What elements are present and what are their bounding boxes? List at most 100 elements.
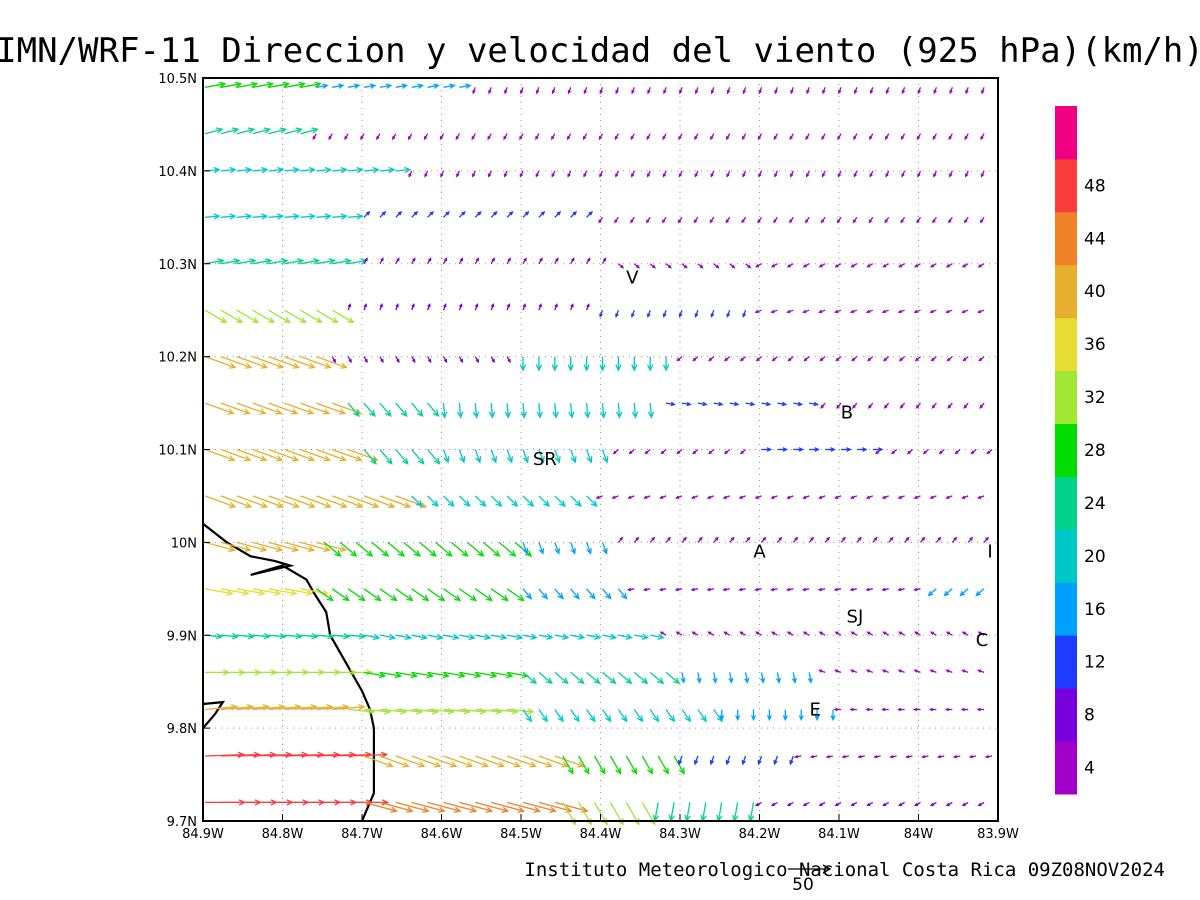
wind-vector-head [905,536,910,541]
wind-vector-head [558,500,566,508]
wind-vector-head [376,136,380,141]
wind-vector [865,707,873,712]
wind-vector-head [487,136,491,141]
wind-vector [204,495,237,509]
wind-vector-head [382,550,390,557]
wind-vector-head [797,401,804,407]
wind-vector [379,633,397,641]
wind-vector-head [755,631,760,635]
wind-vector-head [429,550,437,557]
wind-vector [818,631,826,636]
wind-vector [252,81,275,88]
wind-vector [739,449,747,455]
wind-vector-head [794,536,799,541]
wind-vector-head [929,309,934,314]
wind-vector [204,588,234,596]
wind-vector [601,542,608,555]
wind-vector [379,356,384,364]
wind-vector-shaft [252,495,283,508]
wind-vector-shaft [315,309,338,323]
wind-vector [889,754,897,759]
wind-vector [954,449,961,455]
wind-vector [204,633,224,640]
wind-vector-head [770,802,775,807]
wind-vector [916,133,922,141]
wind-vector-head [583,364,590,372]
wind-vector-head [657,677,665,685]
wind-vector-head [853,136,857,141]
wind-vector [820,402,826,409]
wind-vector-shaft [522,403,525,418]
wind-vector-head [773,219,777,224]
x-tick-label: 84.9W [182,827,224,842]
wind-vector-shaft [316,168,331,172]
wind-vector-head [334,550,342,557]
wind-vector-shaft [220,215,236,218]
wind-vector-shaft [300,402,330,415]
wind-vector-head [372,633,381,641]
wind-vector-head [369,409,376,418]
x-tick-label: 84.6W [421,827,463,842]
wind-vector [723,449,731,455]
wind-vector-shaft [316,495,347,508]
wind-vector-shaft [701,802,707,821]
wind-vector [977,495,985,499]
wind-vector [914,356,921,362]
wind-vector-head [355,455,363,462]
wind-vector [332,166,348,174]
wind-vector [665,401,676,407]
wind-vector [793,754,802,759]
wind-vector-shaft [395,402,408,417]
wind-vector [236,448,268,462]
wind-vector [475,801,510,813]
wind-vector-head [520,411,528,419]
wind-vector-head [290,408,299,415]
wind-vector [819,356,826,362]
wind-vector-shaft [236,495,268,508]
wind-vector-head [395,303,399,308]
wind-vector-shaft [491,634,507,639]
wind-vector-head [710,173,714,178]
wind-vector-head [822,90,826,95]
wind-vector [204,166,221,174]
wind-vector [984,754,993,759]
wind-vector-shaft [323,541,341,557]
wind-vector-head [267,317,276,324]
wind-vector [801,587,810,592]
wind-vector [395,755,426,768]
wind-vector-head [524,210,530,216]
wind-vector-head [282,81,290,88]
colorbar-label: 16 [1084,600,1106,620]
wind-vector [841,754,850,759]
wind-vector-shaft [411,634,427,639]
wind-vector-shaft [300,215,315,218]
wind-vector [786,495,794,499]
wind-vector-head [676,450,681,455]
wind-vector [865,669,874,674]
wind-vector-head [851,357,856,362]
wind-vector-head [471,136,475,141]
wind-vector [491,633,508,641]
wind-vector-head [723,357,728,362]
wind-vector [901,170,906,178]
wind-vector [938,449,945,455]
wind-vector [882,631,890,636]
wind-vector-head [292,362,301,369]
wind-vector-head [364,257,368,262]
wind-vector [395,801,430,813]
wind-vector-head [485,806,494,813]
wind-vector-shaft [236,259,256,265]
wind-vector-head [343,633,351,640]
wind-vector [761,401,772,407]
wind-vector-head [898,357,903,362]
wind-vector [884,216,890,224]
wind-vector-head [706,495,711,499]
wind-vector-shaft [284,259,303,265]
city-label: V [626,268,639,289]
wind-vector [538,755,569,768]
wind-vector-head [981,90,985,95]
wind-vector [363,166,380,174]
wind-vector-shaft [586,671,600,684]
wind-vector-head [358,703,366,711]
